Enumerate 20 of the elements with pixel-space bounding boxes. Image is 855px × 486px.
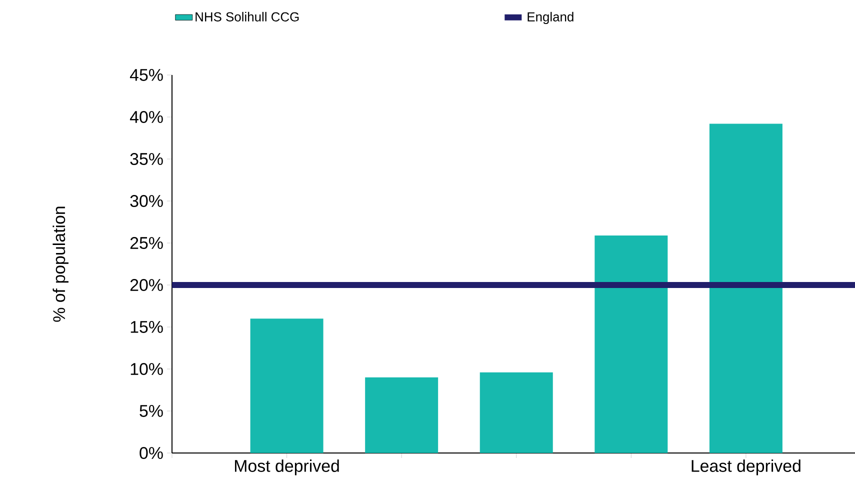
y-tick-label: 45% (130, 69, 163, 81)
bar (594, 235, 668, 453)
y-tick-label: 5% (140, 405, 163, 417)
y-tick-label: 0% (140, 447, 163, 459)
x-tick-label: Least deprived (692, 460, 800, 476)
y-tick-label: 25% (130, 237, 163, 249)
y-tick-label: 30% (130, 195, 163, 207)
y-tick-label: 15% (130, 321, 163, 333)
bar (709, 124, 782, 453)
x-tick-label: Most deprived (234, 460, 339, 476)
y-tick-label: 35% (130, 153, 163, 165)
y-tick-label: 40% (130, 111, 163, 123)
bar (480, 372, 553, 453)
bar (365, 377, 438, 453)
y-tick-label: 20% (130, 279, 163, 291)
legend-label: England (528, 12, 574, 24)
y-tick-label: 10% (130, 363, 163, 375)
y-axis-title: % of population (52, 206, 68, 322)
legend-label: NHS Solihull CCG (196, 12, 299, 22)
bar (250, 318, 324, 453)
